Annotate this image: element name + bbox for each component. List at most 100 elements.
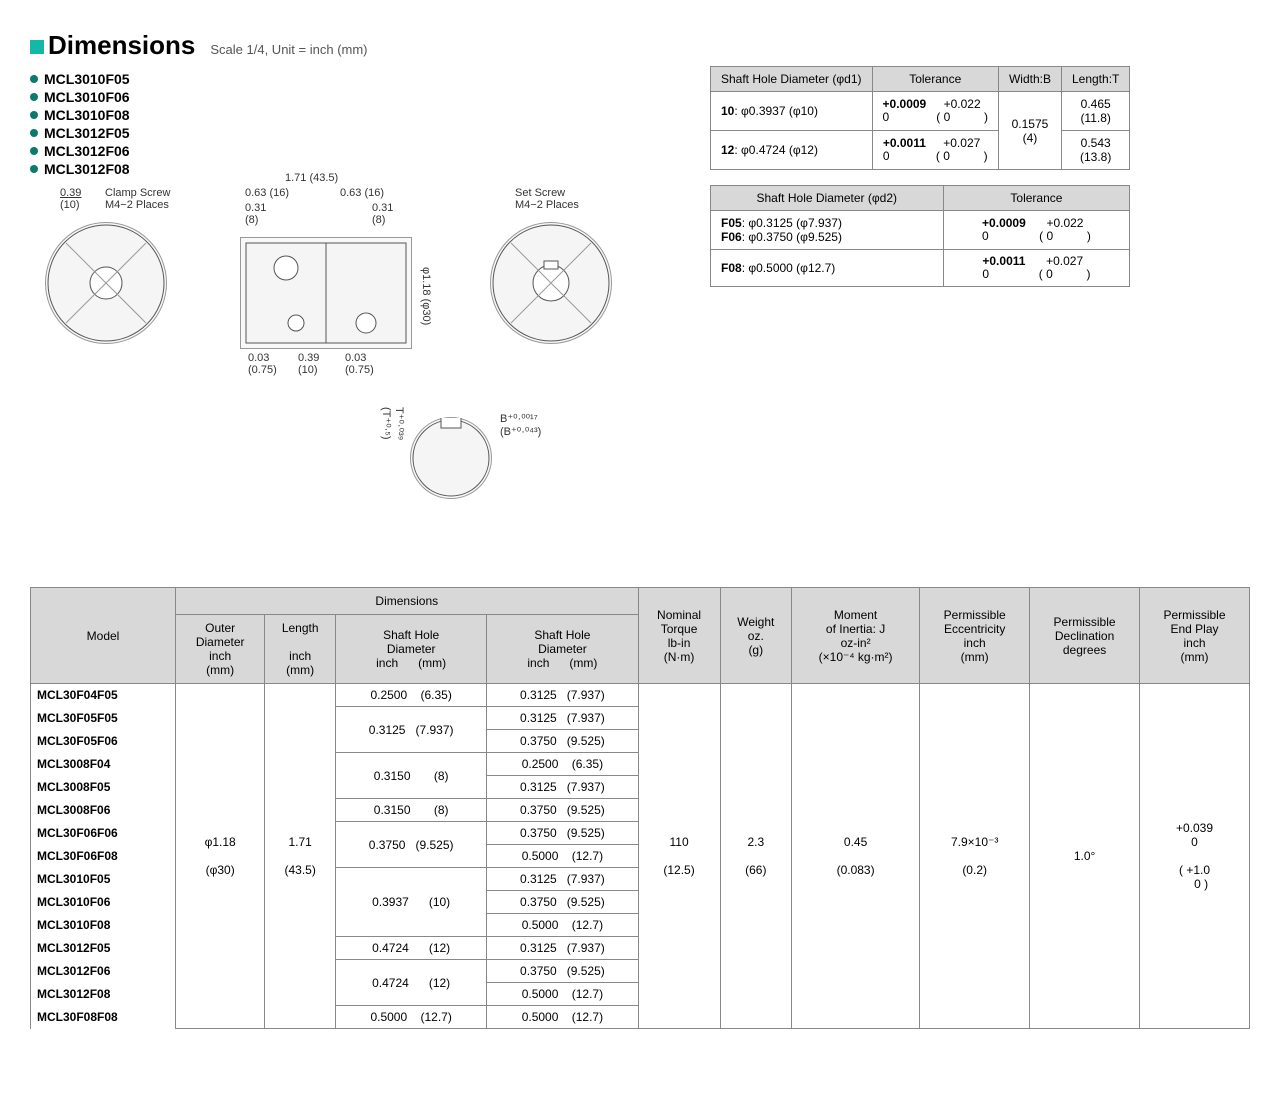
model-cell: MCL3012F05	[31, 937, 176, 960]
model-name: MCL3010F06	[44, 89, 130, 105]
td: +0.00090 ( +0.0220 )	[943, 211, 1130, 250]
model-cell: MCL3008F06	[31, 799, 176, 822]
td: 0.543 (13.8)	[1061, 131, 1129, 170]
td: 0.1575 (4)	[998, 92, 1061, 170]
circle-icon	[46, 223, 166, 343]
bt-circle	[411, 418, 491, 498]
model-cell: MCL3010F06	[31, 891, 176, 914]
model-item: MCL3012F05	[30, 125, 670, 141]
models-list: MCL3010F05 MCL3010F06 MCL3010F08 MCL3012F05…	[30, 71, 670, 177]
td: 0.3750 (9.525)	[487, 960, 638, 983]
td: 0.5000 (12.7)	[487, 914, 638, 937]
model-name: MCL3012F05	[44, 125, 130, 141]
td: 0.3125 (7.937)	[487, 937, 638, 960]
td: 0.3125 (7.937)	[487, 707, 638, 730]
td: 0.3125 (7.937)	[487, 868, 638, 891]
main-table: ModelDimensionsNominal Torque lb-in (N·m…	[30, 587, 1250, 1029]
th: Permissible End Play inch (mm)	[1140, 588, 1250, 684]
model-cell: MCL30F05F06	[31, 730, 176, 753]
model-cell: MCL30F08F08	[31, 1006, 176, 1029]
model-cell: MCL3010F05	[31, 868, 176, 891]
td: 0.3150 (8)	[336, 799, 487, 822]
circle-icon-2	[491, 223, 611, 343]
th: Moment of Inertia: J oz-in² (×10⁻⁴ kg·m²…	[791, 588, 919, 684]
td: 7.9×10⁻³ (0.2)	[920, 684, 1030, 1029]
model-name: MCL3012F08	[44, 161, 130, 177]
model-cell: MCL3008F04	[31, 753, 176, 776]
side-view	[240, 237, 412, 349]
model-cell: MCL30F06F06	[31, 822, 176, 845]
dim-171: 1.71 (43.5)	[285, 172, 338, 184]
dim-039-b: 0.39 (10)	[298, 352, 319, 376]
bullet-icon	[30, 147, 38, 155]
td: 1.71 (43.5)	[265, 684, 336, 1029]
t-label: T⁺⁰·⁰³⁹ (T⁺⁰·⁵)	[380, 407, 406, 440]
td: 0.3937 (10)	[336, 868, 487, 937]
td: 1.0°	[1030, 684, 1140, 1029]
model-cell: MCL3010F08	[31, 914, 176, 937]
th: Outer Diameter inch (mm)	[176, 615, 265, 684]
td: 0.3750 (9.525)	[336, 822, 487, 868]
set-view	[490, 222, 612, 344]
td: 0.5000 (12.7)	[336, 1006, 487, 1029]
dim-phi118: φ1.18 (φ30)	[420, 267, 432, 325]
model-item: MCL3012F06	[30, 143, 670, 159]
model-item: MCL3010F06	[30, 89, 670, 105]
model-cell: MCL30F05F05	[31, 707, 176, 730]
model-item: MCL3010F05	[30, 71, 670, 87]
td: F08: φ0.5000 (φ12.7)	[711, 250, 944, 287]
td: 0.5000 (12.7)	[487, 983, 638, 1006]
bullet-icon	[30, 93, 38, 101]
model-name: MCL3012F06	[44, 143, 130, 159]
left-column: MCL3010F05 MCL3010F06 MCL3010F08 MCL3012F05…	[30, 66, 670, 567]
td: 0.5000 (12.7)	[487, 1006, 638, 1029]
td: 2.3 (66)	[720, 684, 791, 1029]
td: 0.465 (11.8)	[1061, 92, 1129, 131]
td: 0.3150 (8)	[336, 753, 487, 799]
td: 0.5000 (12.7)	[487, 845, 638, 868]
clamp-view	[45, 222, 167, 344]
td: 110 (12.5)	[638, 684, 720, 1029]
dim-063-2: 0.63 (16)	[340, 187, 384, 199]
dim-031-2: 0.31 (8)	[372, 202, 393, 226]
model-cell: MCL3012F06	[31, 960, 176, 983]
header: Dimensions Scale 1/4, Unit = inch (mm)	[30, 30, 1250, 61]
td: +0.00110 ( +0.0270 )	[943, 250, 1130, 287]
td: 0.3750 (9.525)	[487, 730, 638, 753]
th: Shaft Hole Diameter (φd1)	[711, 67, 873, 92]
td: 0.3750 (9.525)	[487, 822, 638, 845]
bt-detail	[410, 417, 492, 499]
model-item: MCL3012F08	[30, 161, 670, 177]
td: 0.4724 (12)	[336, 960, 487, 1006]
td: 0.3125 (7.937)	[487, 776, 638, 799]
dim-003-1: 0.03 (0.75)	[248, 352, 277, 376]
th: Model	[31, 588, 176, 684]
set-screw-label: Set Screw M4−2 Places	[515, 187, 579, 211]
dim-031-1: 0.31 (8)	[245, 202, 266, 226]
td: 0.3750 (9.525)	[487, 891, 638, 914]
dim-039: 0.39(10)	[60, 187, 81, 211]
th: Length:T	[1061, 67, 1129, 92]
bullet-icon	[30, 111, 38, 119]
top-section: MCL3010F05 MCL3010F06 MCL3010F08 MCL3012F05…	[30, 66, 1250, 567]
model-cell: MCL3008F05	[31, 776, 176, 799]
th: Permissible Eccentricity inch (mm)	[920, 588, 1030, 684]
model-name: MCL3010F08	[44, 107, 130, 123]
td: 0.3125 (7.937)	[487, 684, 638, 707]
model-cell: MCL3012F08	[31, 983, 176, 1006]
tolerance-tables: Shaft Hole Diameter (φd1)ToleranceWidth:…	[710, 66, 1130, 287]
td: 0.2500 (6.35)	[336, 684, 487, 707]
bullet-icon	[30, 129, 38, 137]
bullet-icon	[30, 75, 38, 83]
side-drawing	[241, 238, 411, 348]
model-cell: MCL30F04F05	[31, 684, 176, 707]
td: F05: φ0.3125 (φ7.937) F06: φ0.3750 (φ9.5…	[711, 211, 944, 250]
tol-d1-table: Shaft Hole Diameter (φd1)ToleranceWidth:…	[710, 66, 1130, 170]
th: Shaft Hole Diameter inch (mm)	[487, 615, 638, 684]
td: 10: φ0.3937 (φ10)	[711, 92, 873, 131]
th: Tolerance	[872, 67, 998, 92]
main-table-wrap: ModelDimensionsNominal Torque lb-in (N·m…	[30, 587, 1250, 1029]
th: Dimensions	[176, 588, 639, 615]
model-name: MCL3010F05	[44, 71, 130, 87]
td: 12: φ0.4724 (φ12)	[711, 131, 873, 170]
